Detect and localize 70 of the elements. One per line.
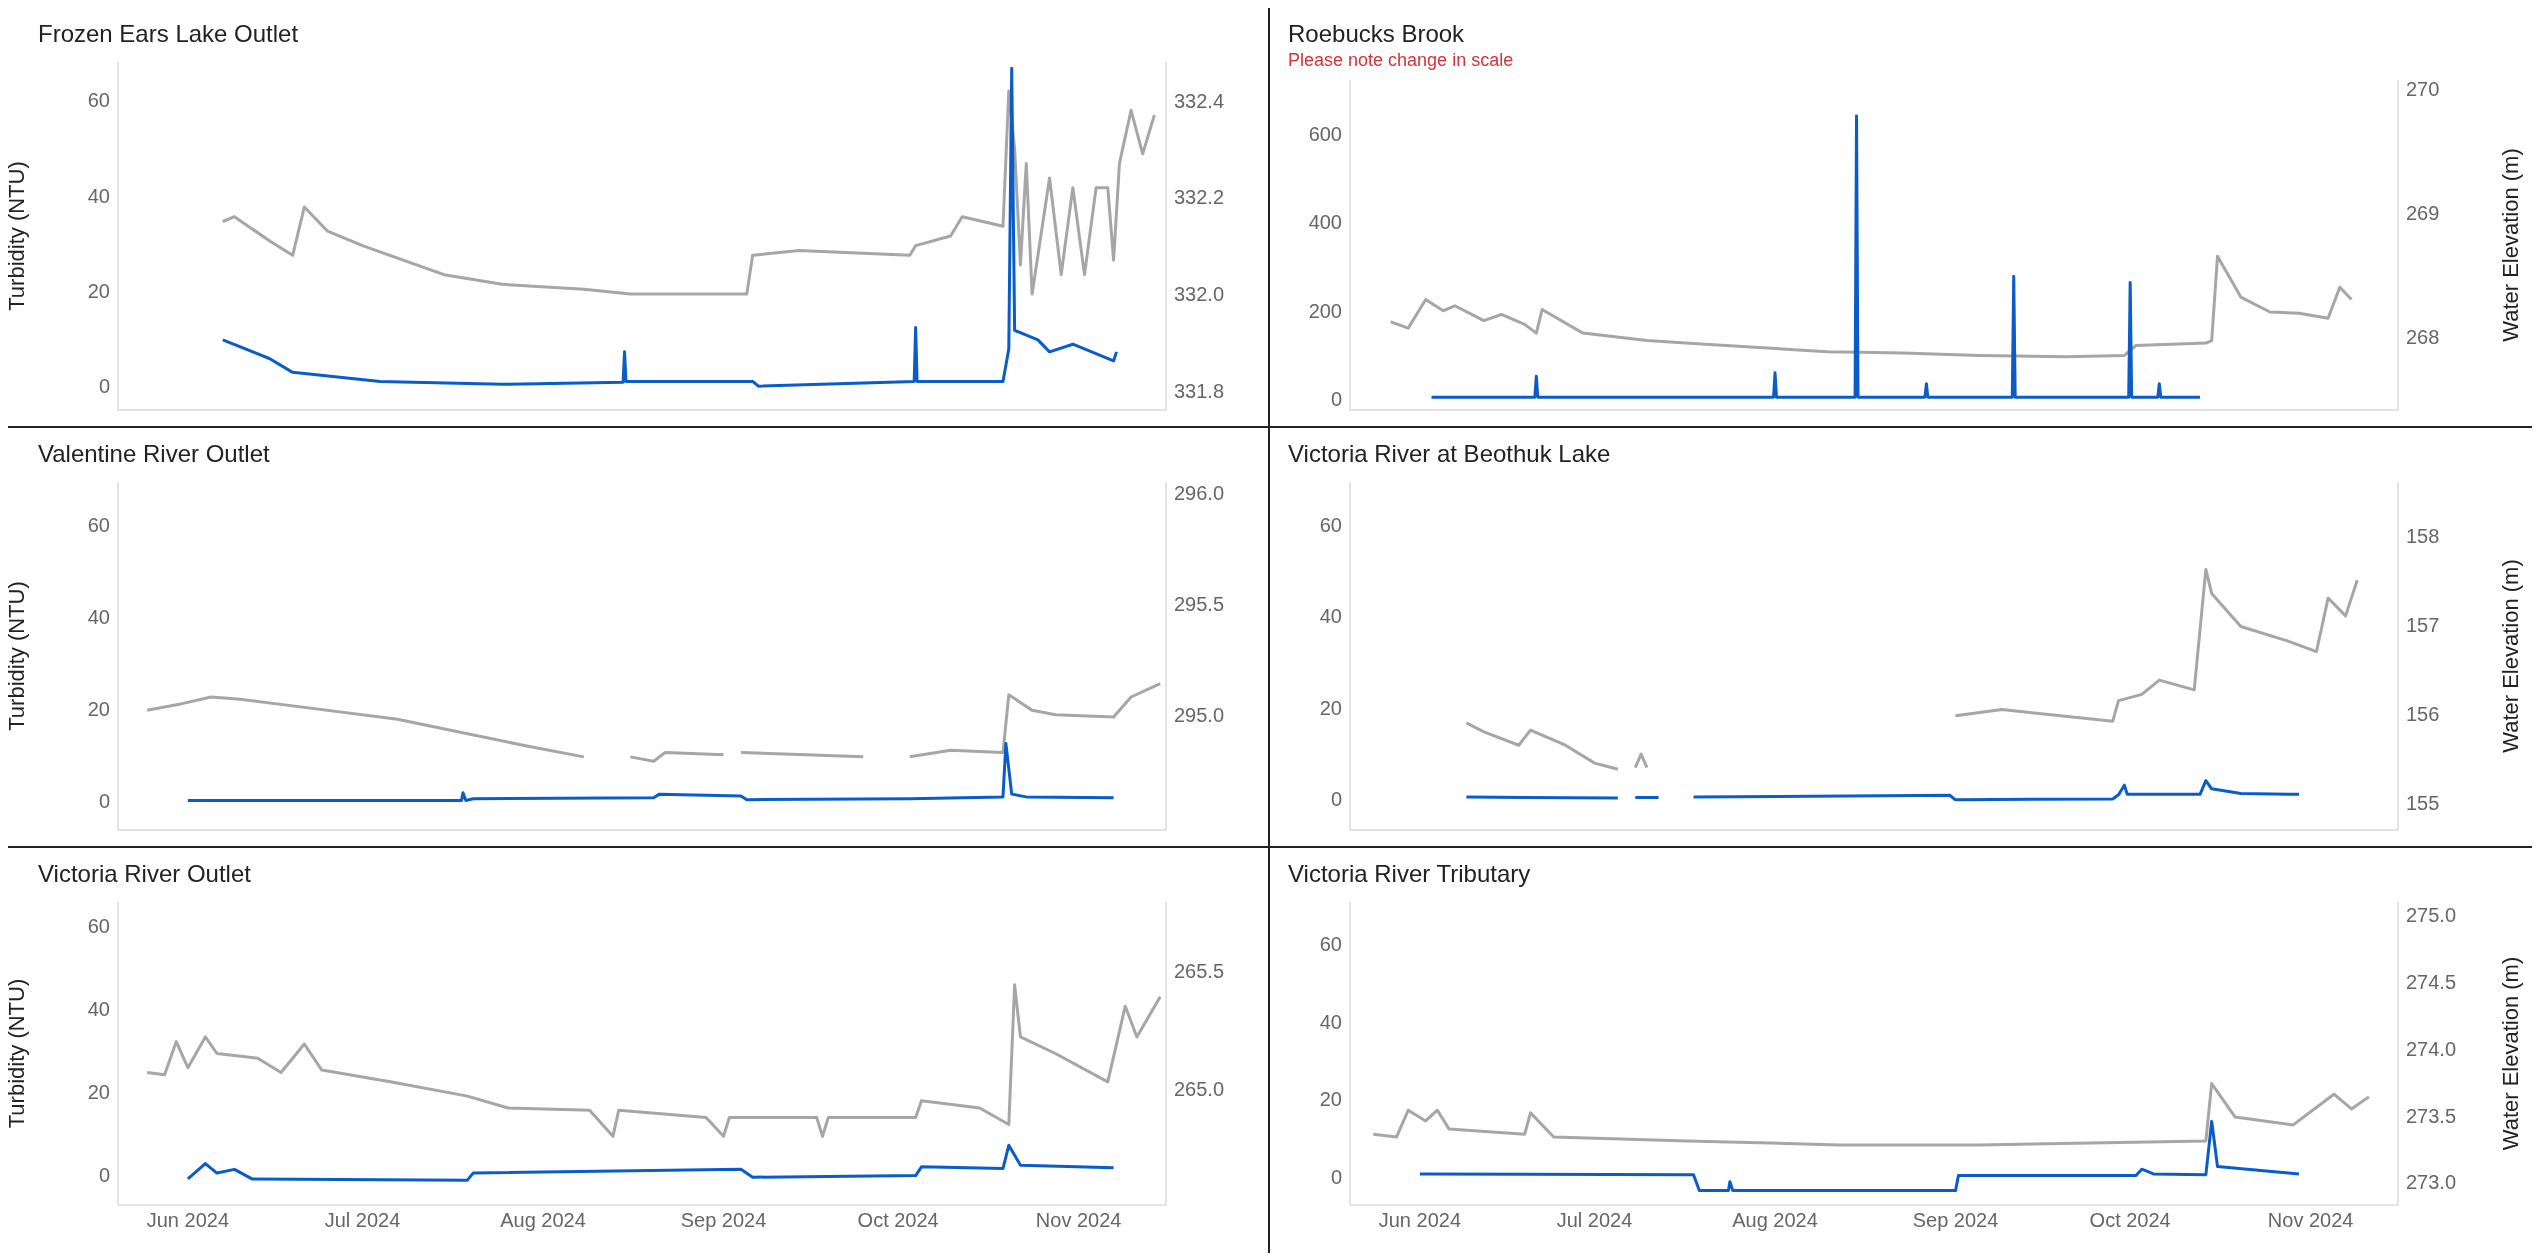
chart-title: Valentine River Outlet	[38, 440, 271, 468]
y-tick-label: 60	[1319, 513, 1342, 536]
x-tick-label: Jul 2024	[1556, 1209, 1633, 1232]
y2-tick-label: 273.5	[2406, 1104, 2457, 1127]
y-tick-label: 60	[87, 915, 110, 938]
x-tick-label: Sep 2024	[1912, 1209, 1999, 1232]
x-tick-label: Jun 2024	[1378, 1209, 1462, 1232]
y-tick-label: 40	[1319, 1010, 1342, 1033]
y2-tick-label: 332.4	[1174, 89, 1225, 112]
y2-tick-label: 295.5	[1174, 593, 1225, 616]
y-tick-label: 20	[1319, 696, 1342, 719]
y2-tick-label: 332.0	[1174, 283, 1225, 306]
y2-tick-label: 331.8	[1174, 379, 1225, 402]
y2-tick-label: 157	[2406, 613, 2440, 636]
y-axis-title: Turbidity (NTU)	[3, 978, 29, 1129]
y2-tick-label: 295.0	[1174, 703, 1225, 726]
x-tick-label: Aug 2024	[1732, 1209, 1818, 1232]
y-tick-label: 0	[1330, 788, 1342, 810]
chart-title: Victoria River at Beothuk Lake	[1288, 440, 1612, 468]
y2-tick-label: 274.5	[2406, 971, 2457, 994]
x-tick-label: Nov 2024	[2267, 1209, 2354, 1232]
y-tick-label: 40	[87, 605, 110, 628]
y-tick-label: 0	[98, 375, 110, 398]
y-tick-label: 20	[87, 1080, 110, 1103]
y-tick-label: 0	[98, 789, 110, 812]
y2-tick-label: 269	[2406, 201, 2440, 224]
y-tick-label: 60	[87, 89, 110, 112]
y2-tick-label: 265.0	[1174, 1078, 1225, 1101]
y-tick-label: 600	[1308, 122, 1342, 145]
y-tick-label: 60	[1319, 932, 1342, 955]
x-tick-label: Nov 2024	[1035, 1209, 1122, 1232]
y2-tick-label: 156	[2406, 703, 2440, 726]
chart-subtitle: Please note change in scale	[1288, 50, 1515, 71]
y-tick-label: 40	[87, 998, 110, 1021]
x-tick-label: Jun 2024	[146, 1209, 230, 1232]
chart-title: Roebucks Brook	[1288, 20, 1466, 48]
y2-tick-label: 158	[2406, 524, 2440, 547]
y-tick-label: 40	[1319, 605, 1342, 628]
y2-tick-label: 332.2	[1174, 186, 1225, 209]
y2-tick-label: 275.0	[2406, 904, 2457, 927]
y-axis-title: Turbidity (NTU)	[3, 161, 29, 311]
chart-title: Frozen Ears Lake Outlet	[38, 20, 300, 48]
y2-tick-label: 155	[2406, 792, 2440, 815]
y-tick-label: 400	[1308, 211, 1342, 234]
y2-axis-title: Water Elevation (m)	[2497, 559, 2523, 753]
chart-title: Victoria River Outlet	[38, 860, 252, 888]
y2-tick-label: 296.0	[1174, 482, 1225, 505]
y2-tick-label: 270	[2406, 77, 2440, 100]
y2-tick-label: 268	[2406, 325, 2440, 348]
chart-title: Victoria River Tributary	[1288, 860, 1532, 888]
y-tick-label: 0	[98, 1163, 110, 1186]
y-tick-label: 0	[1330, 388, 1342, 411]
x-tick-label: Oct 2024	[857, 1209, 939, 1232]
y-tick-label: 20	[87, 279, 110, 302]
x-tick-label: Aug 2024	[500, 1209, 586, 1232]
y-axis-title: Turbidity (NTU)	[3, 581, 29, 731]
y-tick-label: 20	[87, 697, 110, 720]
x-tick-label: Sep 2024	[680, 1209, 767, 1232]
y-tick-label: 20	[1319, 1088, 1342, 1111]
y2-axis-title: Water Elevation (m)	[2497, 148, 2523, 342]
y-tick-label: 200	[1308, 299, 1342, 322]
y2-tick-label: 265.5	[1174, 959, 1225, 982]
y-tick-label: 0	[1330, 1166, 1342, 1189]
y2-axis-title: Water Elevation (m)	[2497, 956, 2523, 1151]
y2-tick-label: 273.0	[2406, 1171, 2457, 1194]
y2-tick-label: 274.0	[2406, 1037, 2457, 1060]
x-tick-label: Jul 2024	[324, 1209, 401, 1232]
y-tick-label: 60	[87, 513, 110, 536]
y-tick-label: 40	[87, 184, 110, 207]
x-tick-label: Oct 2024	[2089, 1209, 2171, 1232]
